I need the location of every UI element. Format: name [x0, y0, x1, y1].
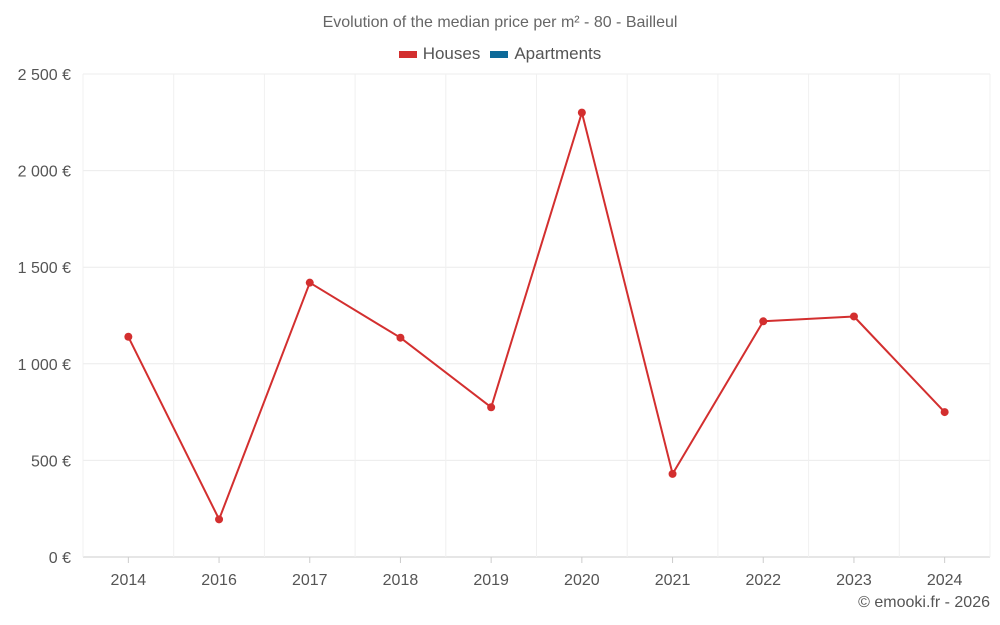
x-tick-label: 2014 [111, 572, 147, 589]
y-tick-label: 500 € [31, 453, 71, 470]
x-tick-label: 2017 [292, 572, 328, 589]
legend-swatch-apartments [490, 50, 509, 58]
y-tick-label: 1 500 € [18, 260, 71, 277]
y-tick-label: 2 000 € [18, 164, 71, 181]
x-axis: 2014 2016 2017 2018 2019 2020 2021 2022 2023 2024 [111, 557, 963, 589]
series-line-houses [127, 111, 946, 521]
data-point-houses[interactable] [668, 469, 677, 478]
data-point-houses[interactable] [215, 515, 224, 524]
data-point-houses[interactable] [396, 333, 405, 342]
series-layer [124, 108, 949, 524]
legend-item-houses[interactable]: Houses [398, 44, 481, 64]
x-tick-label: 2018 [383, 572, 419, 589]
legend-item-apartments[interactable]: Apartments [490, 44, 601, 64]
data-point-houses[interactable] [759, 317, 768, 326]
y-tick-label: 0 € [49, 550, 71, 567]
y-tick-label: 2 500 € [18, 67, 71, 84]
y-axis: 0 € 500 € 1 000 € 1 500 € 2 000 € 2 500 € [18, 67, 71, 567]
chart-title: Evolution of the median price per m² - 8… [322, 14, 678, 31]
x-tick-label: 2020 [564, 572, 600, 589]
x-tick-label: 2024 [927, 572, 963, 589]
data-point-houses[interactable] [124, 332, 133, 341]
data-point-houses[interactable] [577, 108, 586, 117]
data-point-houses[interactable] [940, 408, 949, 417]
grid [82, 73, 991, 558]
x-tick-label: 2023 [836, 572, 872, 589]
legend-swatch-houses [398, 50, 417, 58]
data-point-houses[interactable] [487, 403, 496, 412]
legend-label-apartments: Apartments [514, 44, 602, 63]
legend: Houses Apartments [0, 44, 1000, 64]
x-tick-label: 2022 [745, 572, 781, 589]
copyright: © emooki.fr - 2026 [858, 594, 990, 611]
data-point-houses[interactable] [305, 278, 314, 287]
x-tick-label: 2016 [201, 572, 237, 589]
data-point-houses[interactable] [849, 312, 858, 321]
legend-label-houses: Houses [422, 44, 481, 63]
x-tick-label: 2019 [473, 572, 509, 589]
y-tick-label: 1 000 € [18, 357, 71, 374]
x-tick-label: 2021 [655, 572, 691, 589]
